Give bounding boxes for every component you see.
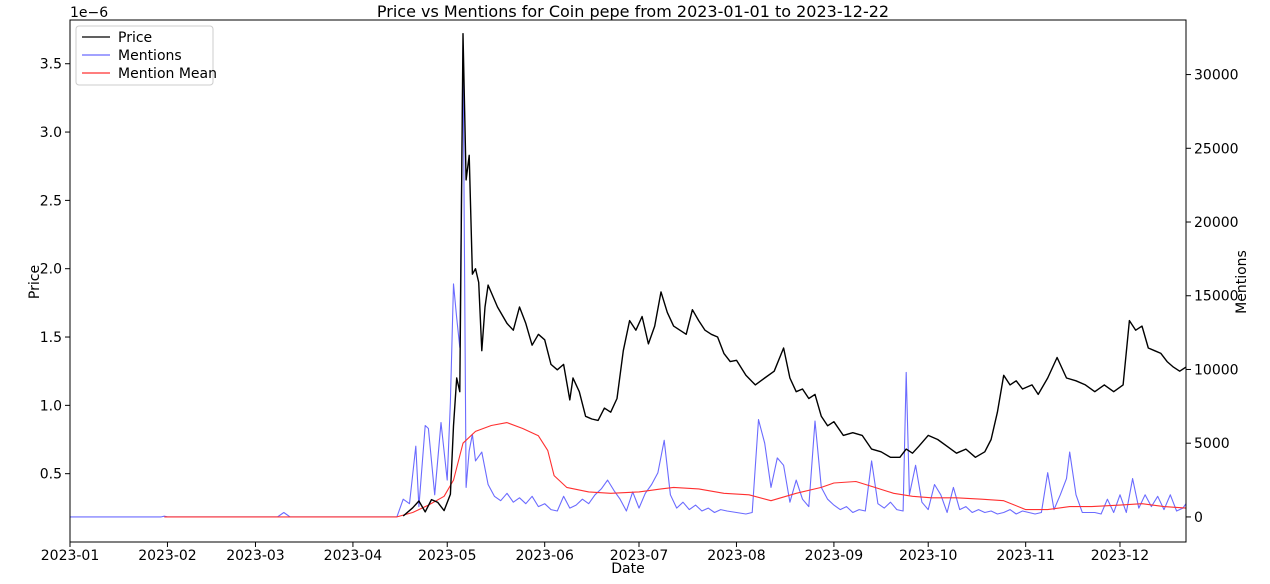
x-tick-label: 2023-10: [899, 548, 958, 564]
left-y-tick-label: 1.0: [40, 398, 62, 414]
left-y-axis-label: Price: [27, 265, 43, 299]
plot-area-frame: [69, 19, 1187, 543]
legend: Price Mentions Mention Mean: [75, 25, 217, 86]
x-axis-label: Date: [611, 561, 644, 577]
left-y-tick-label: 1.5: [40, 330, 62, 346]
x-tick-label: 2023-02: [138, 548, 197, 564]
right-y-axis-ticks: 0 5000 10000 15000 20000 25000 30000: [1186, 68, 1239, 526]
x-tick-label: 2023-11: [996, 548, 1055, 564]
x-tick-label: 2023-06: [515, 548, 574, 564]
legend-mention-mean-label: Mention Mean: [118, 66, 217, 82]
left-y-tick-label: 2.0: [40, 262, 62, 278]
left-y-tick-label: 0.5: [40, 467, 62, 483]
x-tick-label: 2023-08: [707, 548, 766, 564]
left-axis-offset-label: 1e−6: [70, 5, 108, 21]
right-y-tick-label: 20000: [1194, 215, 1239, 231]
series-line-mentions: [70, 44, 1187, 518]
right-y-tick-label: 0: [1194, 510, 1203, 526]
left-y-tick-label: 3.0: [40, 125, 62, 141]
right-y-tick-label: 10000: [1194, 362, 1239, 378]
x-tick-label: 2023-04: [324, 548, 383, 564]
plot-lines: [70, 33, 1187, 518]
x-axis-ticks: 2023-01 2023-02 2023-03 2023-04 2023-05 2023-…: [41, 542, 1149, 564]
series-line-price: [402, 33, 1187, 517]
legend-price-label: Price: [118, 30, 152, 46]
right-y-tick-label: 30000: [1194, 68, 1239, 84]
x-tick-label: 2023-09: [805, 548, 864, 564]
right-y-tick-label: 25000: [1194, 141, 1239, 157]
x-tick-label: 2023-01: [41, 548, 100, 564]
chart-title: Price vs Mentions for Coin pepe from 202…: [377, 2, 889, 21]
right-y-tick-label: 5000: [1194, 436, 1230, 452]
x-tick-label: 2023-07: [610, 548, 669, 564]
x-tick-label: 2023-12: [1091, 548, 1150, 564]
x-tick-label: 2023-03: [226, 548, 285, 564]
legend-box: [75, 25, 214, 86]
legend-mentions-label: Mentions: [118, 48, 182, 64]
left-y-tick-label: 3.5: [40, 57, 62, 73]
x-tick-label: 2023-05: [418, 548, 477, 564]
right-y-tick-label: 15000: [1194, 289, 1239, 305]
right-y-axis-label: Mentions: [1234, 250, 1250, 314]
left-y-tick-label: 2.5: [40, 193, 62, 209]
left-y-axis-ticks: 0.5 1.0 1.5 2.0 2.5 3.0 3.5: [40, 57, 70, 483]
series-line-mention-mean: [164, 422, 1187, 518]
